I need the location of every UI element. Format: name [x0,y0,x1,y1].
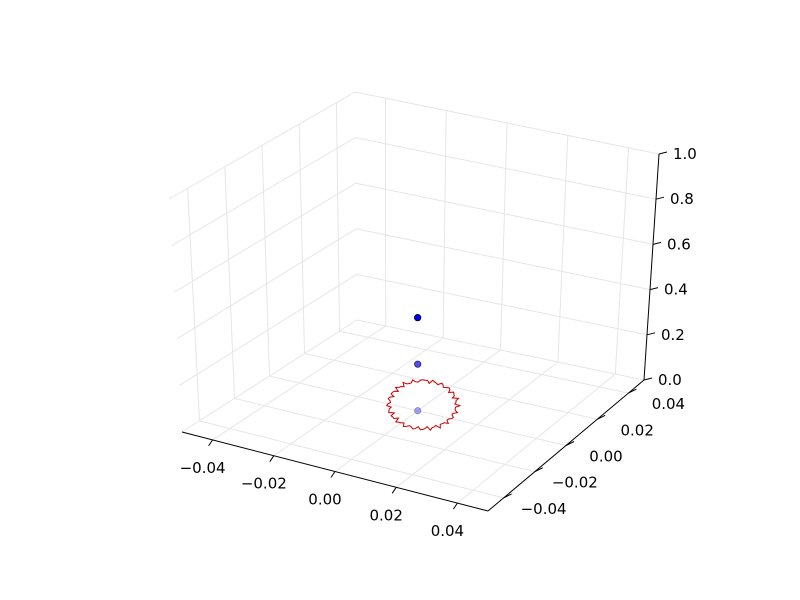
x-tick-label-0: −0.04 [180,459,226,477]
y-tick-2 [565,441,575,446]
grid-z-5 [168,91,660,200]
grid-z-0 [181,319,645,433]
z-tick-1 [646,332,656,336]
grid-x-2 [334,122,508,472]
y-tick-1 [534,467,544,473]
annotation-circle [386,379,462,432]
y-tick-0 [503,493,512,499]
axis-lines [181,153,660,512]
grid-y-4 [335,102,629,394]
data-points [414,314,422,415]
y-tick-label-0: −0.04 [521,500,567,518]
z-tick-label-5: 1.0 [673,145,697,163]
y-tick-label-2: 0.00 [589,448,622,466]
axes-panes [168,91,660,512]
grid-y-3 [298,124,598,420]
x-tick-0 [208,439,214,447]
grid-y-1 [224,166,535,473]
y-tick-3 [596,414,606,420]
x-tick-4 [452,502,458,510]
data-point-0 [414,314,422,322]
z-axis-line [643,153,660,381]
z-tick-label-3: 0.6 [667,235,691,253]
annotation-layer [386,379,462,432]
z-tick-label-1: 0.2 [661,326,685,344]
x-tick-3 [391,487,397,494]
x-tick-label-1: −0.02 [241,475,287,493]
data-point-1 [414,360,422,368]
grid-z-4 [171,137,657,247]
tick-labels: −0.04 −0.02 0.00 0.02 0.04 −0.04 −0.02 0.00 0.02… [180,145,697,540]
grid-z-3 [173,182,654,293]
grid-z-1 [179,273,648,386]
z-tick-0 [643,377,653,381]
y-tick-label-3: 0.02 [620,421,653,439]
x-tick-label-2: 0.00 [308,491,341,509]
x-tick-label-3: 0.02 [369,506,402,524]
z-tick-label-0: 0.0 [658,371,682,389]
y-tick-label-4: 0.04 [652,395,685,413]
grid-y-2 [261,145,567,446]
z-tick-3 [652,241,662,245]
x-tick-label-4: 0.04 [431,522,464,540]
z-tick-4 [655,196,665,200]
grid-z-2 [176,228,651,340]
grid-lines [168,91,660,504]
x-tick-2 [330,471,336,478]
grid-x-0 [212,98,387,441]
data-point-2 [414,407,422,415]
z-tick-2 [649,287,659,291]
tick-marks [208,151,668,510]
y-tick-label-1: −0.02 [552,474,598,492]
z-tick-5 [658,151,668,155]
z-tick-label-2: 0.4 [664,281,688,299]
x-tick-1 [269,455,275,462]
y-tick-4 [628,388,637,394]
z-tick-label-4: 0.8 [670,190,694,208]
